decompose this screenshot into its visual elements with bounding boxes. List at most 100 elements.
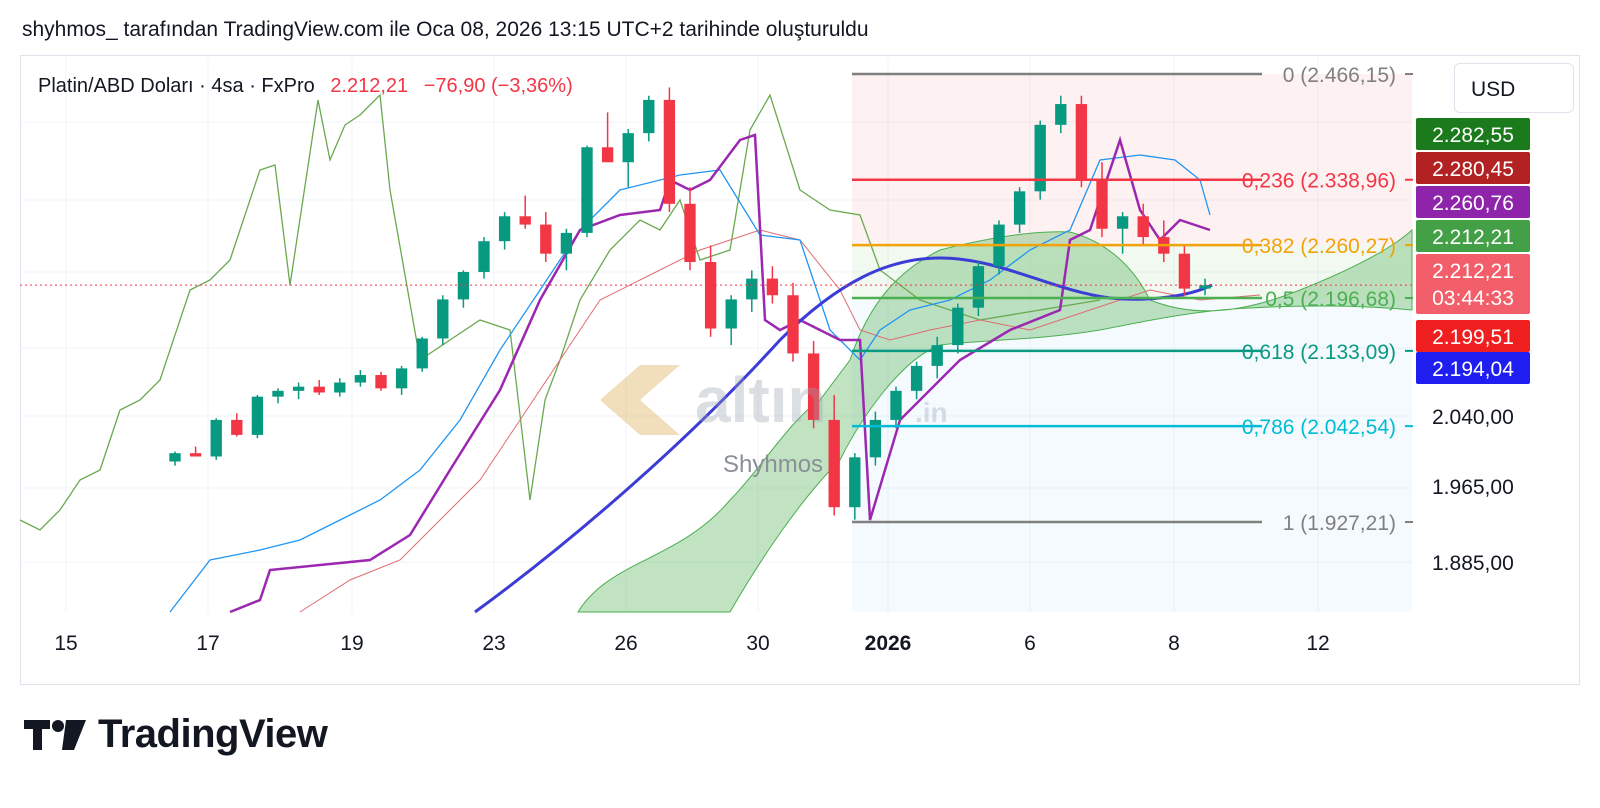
fib-level-label: 0,236 (2.338,96) bbox=[1242, 170, 1396, 193]
x-tick-label: 23 bbox=[482, 632, 505, 655]
candle[interactable] bbox=[1199, 278, 1211, 296]
price-tag bbox=[1416, 352, 1530, 384]
x-tick-label: 8 bbox=[1168, 632, 1180, 655]
x-tick-label: 12 bbox=[1306, 632, 1329, 655]
candle[interactable] bbox=[210, 418, 222, 460]
candle-body bbox=[581, 147, 593, 233]
candle[interactable] bbox=[292, 382, 305, 400]
candle[interactable] bbox=[746, 270, 758, 312]
brand-name: TradingView bbox=[98, 712, 328, 756]
candle[interactable] bbox=[169, 451, 181, 466]
candle-body bbox=[1178, 253, 1191, 289]
candle[interactable] bbox=[478, 237, 490, 279]
candle-body bbox=[189, 453, 202, 457]
y-tick-label: 1.885,00 bbox=[1432, 552, 1514, 575]
candle-body bbox=[622, 133, 634, 163]
tradingview-brand[interactable]: TradingView bbox=[24, 712, 328, 757]
candle-body bbox=[952, 307, 964, 346]
candle[interactable] bbox=[437, 295, 449, 346]
candle[interactable] bbox=[643, 95, 655, 142]
candle[interactable] bbox=[189, 446, 202, 457]
candle[interactable] bbox=[375, 371, 387, 391]
svg-text:.in: .in bbox=[915, 397, 948, 428]
candle-body bbox=[766, 278, 779, 296]
candle[interactable] bbox=[972, 261, 985, 317]
price-tag bbox=[1416, 118, 1530, 150]
candle[interactable] bbox=[1137, 203, 1149, 246]
candle-body bbox=[210, 419, 222, 457]
candle-body bbox=[910, 365, 923, 391]
candle[interactable] bbox=[395, 365, 408, 395]
candle[interactable] bbox=[231, 413, 243, 437]
fib-level-label: 1 (1.927,21) bbox=[1283, 512, 1396, 535]
fib-level-label: 0 (2.466,15) bbox=[1283, 64, 1396, 87]
candle-body bbox=[931, 345, 943, 366]
author-watermark: Shyhmos bbox=[723, 451, 824, 478]
x-tick-label: 17 bbox=[196, 632, 219, 655]
candle[interactable] bbox=[1096, 162, 1108, 238]
candle-body bbox=[560, 232, 573, 254]
candle[interactable] bbox=[807, 340, 820, 429]
candle[interactable] bbox=[1055, 95, 1067, 134]
candle[interactable] bbox=[354, 370, 367, 387]
symbol-legend[interactable]: Platin/ABD Doları · 4sa · FxPro 2.212,21… bbox=[38, 75, 573, 98]
price-tag-value: 2.212,21 bbox=[1432, 260, 1514, 283]
candle-body bbox=[395, 368, 408, 389]
price-tag-value: 2.212,21 bbox=[1432, 226, 1514, 249]
x-tick-label: 15 bbox=[54, 632, 77, 655]
price-tag bbox=[1416, 152, 1530, 184]
candle[interactable] bbox=[313, 380, 325, 395]
candle[interactable] bbox=[931, 336, 943, 379]
candle[interactable] bbox=[1034, 120, 1046, 200]
candle[interactable] bbox=[704, 245, 717, 337]
candle-body bbox=[704, 261, 717, 329]
price-tag bbox=[1416, 254, 1530, 314]
candle[interactable] bbox=[498, 212, 511, 250]
candle-body bbox=[663, 99, 676, 204]
candle[interactable] bbox=[416, 336, 428, 372]
candle[interactable] bbox=[1075, 95, 1088, 188]
price-tag bbox=[1416, 320, 1530, 352]
candle[interactable] bbox=[622, 128, 634, 188]
candle[interactable] bbox=[869, 411, 882, 466]
candle[interactable] bbox=[849, 453, 861, 520]
candle[interactable] bbox=[684, 187, 696, 271]
candle[interactable] bbox=[787, 282, 799, 362]
candle[interactable] bbox=[519, 195, 531, 229]
candle[interactable] bbox=[890, 386, 902, 429]
candle[interactable] bbox=[581, 145, 593, 238]
candle[interactable] bbox=[663, 87, 676, 213]
price-tag-value: 2.280,45 bbox=[1432, 158, 1514, 181]
price-tag bbox=[1416, 186, 1530, 218]
candle[interactable] bbox=[334, 378, 346, 397]
candle[interactable] bbox=[251, 394, 264, 439]
candle[interactable] bbox=[766, 266, 779, 304]
price-tag-value: 2.260,76 bbox=[1432, 192, 1514, 215]
candle[interactable] bbox=[540, 212, 552, 262]
candle[interactable] bbox=[601, 112, 614, 163]
candle[interactable] bbox=[1116, 212, 1129, 254]
candle[interactable] bbox=[828, 394, 840, 516]
x-tick-label: 2026 bbox=[865, 632, 912, 655]
symbol-label[interactable]: Platin/ABD Doları · 4sa · FxPro bbox=[38, 75, 315, 97]
y-tick-label: 2.040,00 bbox=[1432, 406, 1514, 429]
candle-body bbox=[1096, 178, 1108, 229]
candle-body bbox=[643, 99, 655, 134]
candle-body bbox=[684, 203, 696, 262]
candle-body bbox=[540, 224, 552, 254]
candle[interactable] bbox=[1178, 245, 1191, 296]
candle[interactable] bbox=[952, 303, 964, 354]
candle[interactable] bbox=[272, 388, 284, 404]
candle[interactable] bbox=[725, 295, 737, 346]
currency-selector[interactable]: USD bbox=[1454, 63, 1574, 113]
candle[interactable] bbox=[1013, 187, 1026, 233]
ichimoku-span-line bbox=[299, 229, 1261, 613]
price-tag-value: 2.199,51 bbox=[1432, 326, 1514, 349]
candle[interactable] bbox=[560, 228, 573, 271]
svg-text:altın: altın bbox=[695, 364, 827, 436]
candle-body bbox=[498, 216, 511, 242]
candle[interactable] bbox=[910, 361, 923, 400]
kijun-line bbox=[229, 133, 1211, 614]
candle[interactable] bbox=[457, 270, 470, 308]
